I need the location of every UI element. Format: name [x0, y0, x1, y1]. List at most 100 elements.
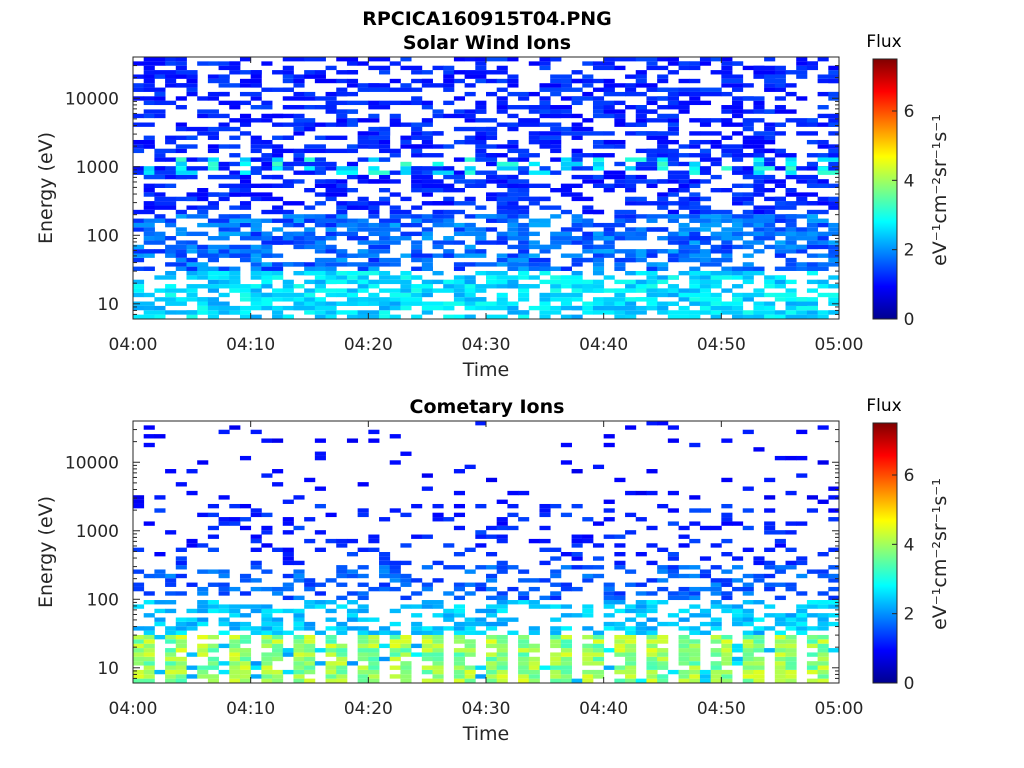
heatmap-cell	[207, 525, 219, 531]
x-tick-label: 04:10	[226, 335, 275, 355]
heatmap-cell	[774, 196, 786, 202]
heatmap-cell	[411, 578, 423, 583]
heatmap-cell	[496, 534, 508, 539]
heatmap-cell	[689, 661, 701, 666]
heatmap-cell	[689, 630, 701, 635]
heatmap-cell	[785, 617, 797, 622]
heatmap-cell	[678, 201, 690, 206]
heatmap-cell	[346, 438, 359, 443]
heatmap-cell	[614, 214, 626, 219]
heatmap-cell	[293, 78, 305, 84]
heatmap-cell	[282, 179, 294, 184]
heatmap-cell	[325, 578, 337, 583]
heatmap-cell	[379, 569, 391, 574]
heatmap-cell	[400, 253, 412, 258]
heatmap-cell	[143, 135, 155, 140]
heatmap-cell	[325, 122, 337, 127]
heatmap-cell	[817, 552, 829, 557]
heatmap-cell	[282, 560, 294, 566]
heatmap-cell	[592, 656, 605, 662]
heatmap-cell	[293, 656, 305, 662]
heatmap-cell	[528, 538, 540, 544]
heatmap-cell	[710, 275, 733, 280]
heatmap-cell	[774, 621, 786, 627]
heatmap-cell	[817, 604, 829, 609]
heatmap-cell	[721, 438, 733, 443]
heatmap-cell	[817, 57, 829, 62]
heatmap-cell	[314, 214, 326, 219]
heatmap-cell	[379, 556, 391, 561]
heatmap-cell	[667, 314, 690, 319]
heatmap-cell	[667, 218, 679, 223]
heatmap-cell	[411, 131, 423, 136]
heatmap-cell	[346, 591, 359, 596]
heatmap-cell	[207, 61, 219, 66]
heatmap-cell	[667, 214, 679, 219]
heatmap-cell	[657, 227, 669, 232]
heatmap-cell	[828, 292, 839, 298]
heatmap-cell	[346, 617, 359, 622]
heatmap-cell	[742, 486, 754, 491]
heatmap-cell	[229, 669, 241, 675]
heatmap-cell	[603, 534, 615, 539]
heatmap-cell	[400, 57, 412, 62]
heatmap-cell	[828, 118, 839, 123]
heatmap-cell	[699, 305, 712, 311]
heatmap-cell	[175, 253, 187, 258]
heatmap-cell	[646, 266, 658, 271]
heatmap-cell	[753, 249, 765, 254]
heatmap-cell	[293, 669, 305, 675]
heatmap-cell	[817, 634, 829, 640]
heatmap-cell	[539, 205, 562, 210]
heatmap-cell	[625, 314, 637, 319]
heatmap-cell	[453, 669, 466, 675]
heatmap-cell	[646, 543, 658, 548]
heatmap-cell	[764, 214, 776, 219]
heatmap-cell	[603, 144, 615, 149]
heatmap-cell	[817, 626, 829, 631]
heatmap-cell	[507, 183, 519, 188]
heatmap-cell	[432, 288, 455, 293]
heatmap-cell	[421, 288, 433, 293]
heatmap-cell	[282, 530, 294, 535]
heatmap-cell	[753, 639, 765, 644]
heatmap-cell	[314, 630, 326, 635]
heatmap-cell	[421, 236, 433, 241]
heatmap-cell	[528, 656, 540, 662]
heatmap-cell	[239, 214, 252, 219]
heatmap-cell	[625, 639, 637, 644]
heatmap-cell	[432, 648, 444, 653]
heatmap-cell	[539, 249, 551, 254]
heatmap-cell	[817, 499, 829, 504]
heatmap-cell	[207, 661, 219, 666]
heatmap-cell	[229, 310, 241, 315]
heatmap-cell	[657, 279, 669, 285]
heatmap-cell	[186, 469, 198, 474]
heatmap-cell	[496, 201, 508, 206]
heatmap-cell	[453, 595, 466, 601]
heatmap-cell	[250, 170, 262, 175]
heatmap-cell	[250, 262, 262, 267]
heatmap-cell	[710, 604, 722, 609]
heatmap-cell	[368, 135, 391, 140]
colorbar-tick-label: 6	[904, 102, 915, 122]
heatmap-cell	[207, 608, 219, 614]
heatmap-cell	[197, 275, 209, 280]
heatmap-cell	[528, 240, 540, 245]
heatmap-cell	[774, 284, 786, 289]
heatmap-cell	[657, 578, 669, 583]
heatmap-cell	[400, 288, 412, 293]
heatmap-cell	[560, 166, 572, 171]
heatmap-cell	[175, 83, 198, 88]
colorbar-tick-label: 4	[904, 535, 915, 555]
heatmap-cell	[539, 131, 562, 136]
x-axis: 04:00 04:10 04:20 04:30 04:40 04:50 05:00	[109, 57, 864, 355]
heatmap-cell	[464, 275, 476, 280]
heatmap-cell	[507, 236, 530, 241]
heatmap-cell	[592, 161, 605, 167]
heatmap-cell	[389, 586, 401, 592]
heatmap-cell	[742, 174, 765, 180]
heatmap-cell	[282, 87, 294, 92]
heatmap-cell	[678, 100, 701, 106]
